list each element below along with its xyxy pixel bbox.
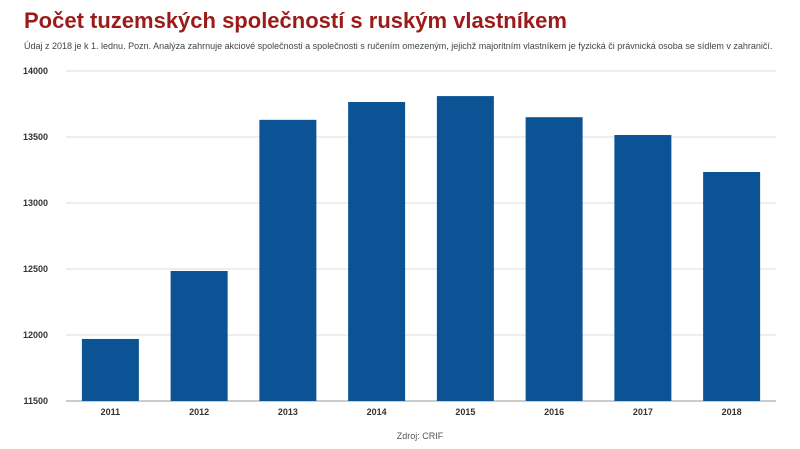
x-tick-label: 2015 xyxy=(455,407,475,417)
y-tick-label: 12000 xyxy=(23,330,48,340)
bar-2013 xyxy=(259,119,317,401)
bar-2015 xyxy=(436,96,494,401)
y-tick-label: 14000 xyxy=(23,66,48,76)
bar-2017 xyxy=(614,135,672,401)
bar-2016 xyxy=(525,117,583,401)
y-tick-label: 13000 xyxy=(23,198,48,208)
y-tick-label: 11500 xyxy=(23,396,48,406)
bar-2012 xyxy=(170,270,228,401)
x-tick-label: 2016 xyxy=(544,407,564,417)
x-tick-label: 2014 xyxy=(367,407,387,417)
x-tick-label: 2017 xyxy=(633,407,653,417)
chart-subtitle: Údaj z 2018 je k 1. lednu. Pozn. Analýza… xyxy=(24,41,773,51)
x-tick-label: 2013 xyxy=(278,407,298,417)
y-tick-label: 12500 xyxy=(23,264,48,274)
bar-2014 xyxy=(348,102,406,402)
bar-2011 xyxy=(81,338,139,401)
bar-2018 xyxy=(703,171,761,401)
chart-title: Počet tuzemských společností s ruským vl… xyxy=(24,8,567,33)
x-tick-label: 2018 xyxy=(722,407,742,417)
x-tick-label: 2012 xyxy=(189,407,209,417)
y-tick-label: 13500 xyxy=(23,132,48,142)
x-tick-label: 2011 xyxy=(101,407,121,417)
source-note: Zdroj: CRIF xyxy=(396,431,444,441)
